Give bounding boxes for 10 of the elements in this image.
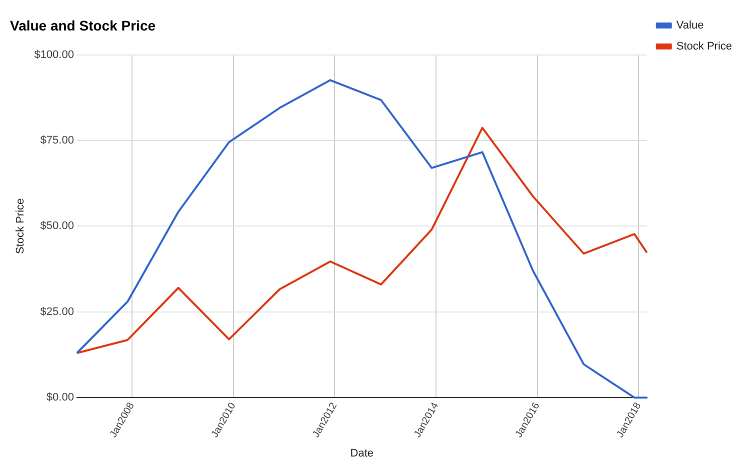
x-axis-title: Date — [350, 447, 374, 460]
y-axis-title: Stock Price — [14, 198, 27, 254]
y-tick-label: $75.00 — [40, 134, 74, 147]
y-tick-label: $0.00 — [46, 392, 74, 404]
y-tick-label: $100.00 — [34, 48, 74, 61]
y-tick-label: $25.00 — [40, 306, 74, 318]
y-tick-label: $50.00 — [40, 220, 74, 232]
chart-title: Value and Stock Price — [10, 17, 156, 34]
legend-label: Value — [676, 20, 704, 32]
legend-label: Stock Price — [676, 40, 732, 53]
